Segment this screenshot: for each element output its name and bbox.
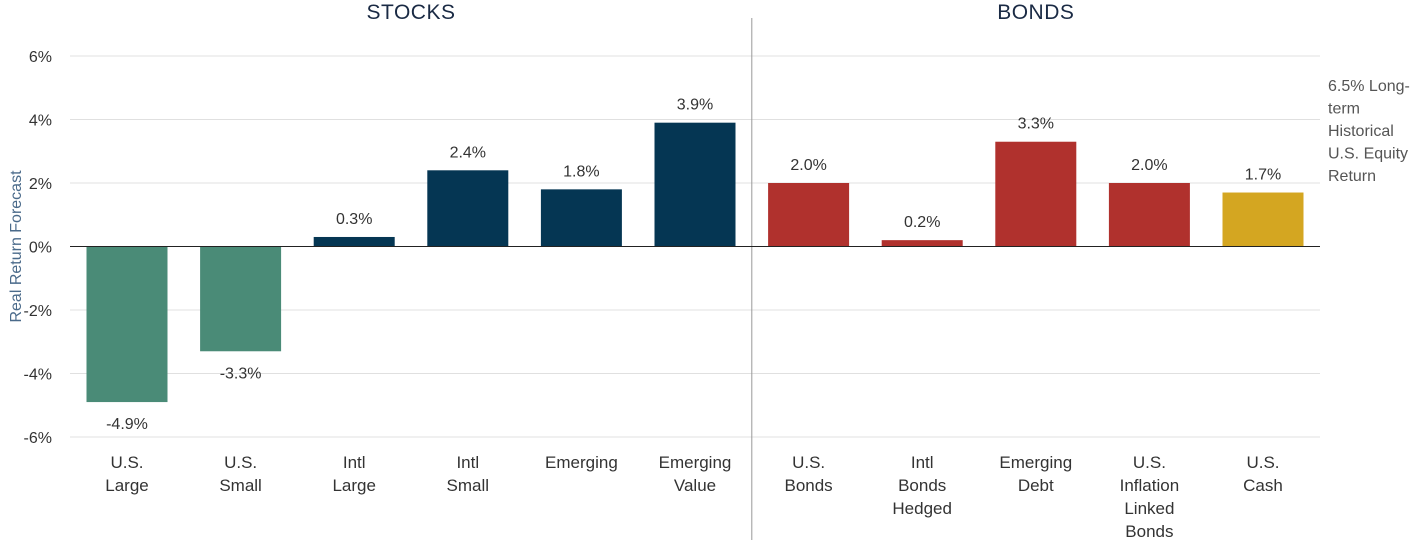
axes xyxy=(70,18,1320,540)
data-label: 2.0% xyxy=(790,157,826,174)
labels: 6% 4% 2% 0% -2% -4% -6% Real Return Forecast STO… xyxy=(8,1,1410,541)
data-label: 0.2% xyxy=(904,214,940,231)
y-tick-label: 2% xyxy=(29,176,52,193)
y-tick-label: 6% xyxy=(29,49,52,66)
category-label: U.S. Cash xyxy=(1243,453,1283,495)
bar xyxy=(200,246,282,352)
category-label: Emerging xyxy=(545,453,618,472)
data-label: 1.8% xyxy=(563,163,599,180)
category-label: Intl Large xyxy=(332,453,375,495)
y-axis-title: Real Return Forecast xyxy=(8,170,25,323)
bar xyxy=(881,240,963,247)
data-label: 2.4% xyxy=(450,144,486,161)
bar xyxy=(995,141,1077,247)
bar xyxy=(1108,183,1190,247)
category-label: U.S. Bonds xyxy=(784,453,832,495)
bar xyxy=(1222,192,1304,247)
bar xyxy=(540,189,622,247)
data-label: 3.9% xyxy=(677,97,713,114)
data-label: -3.3% xyxy=(220,365,262,382)
category-label: Emerging Debt xyxy=(999,453,1072,495)
bar xyxy=(768,183,850,247)
y-tick-label: -2% xyxy=(24,303,52,320)
category-label: Emerging Value xyxy=(659,453,732,495)
data-label: 2.0% xyxy=(1131,157,1167,174)
y-tick-label: -4% xyxy=(24,367,52,384)
category-label: U.S. Inflation Linked Bonds xyxy=(1120,453,1180,541)
data-label: 0.3% xyxy=(336,211,372,228)
bar xyxy=(427,170,509,247)
bar xyxy=(86,246,168,403)
y-tick-label: 0% xyxy=(29,240,52,257)
category-label: Intl Small xyxy=(447,453,490,495)
category-label: Intl Bonds Hedged xyxy=(892,453,952,518)
long-term-return-note: 6.5% Long-term Historical U.S. Equity Retur… xyxy=(1328,78,1410,185)
bar xyxy=(654,122,736,247)
category-label: U.S. Small xyxy=(219,453,262,495)
data-label: 1.7% xyxy=(1245,167,1281,184)
category-label: U.S. Large xyxy=(105,453,148,495)
group-label-bonds: BONDS xyxy=(997,1,1074,24)
data-label: 3.3% xyxy=(1018,116,1054,133)
group-label-stocks: STOCKS xyxy=(367,1,456,24)
bars xyxy=(86,122,1304,403)
y-tick-label: -6% xyxy=(24,430,52,447)
data-label: -4.9% xyxy=(106,416,148,433)
y-tick-label: 4% xyxy=(29,113,52,130)
bar xyxy=(313,236,395,247)
